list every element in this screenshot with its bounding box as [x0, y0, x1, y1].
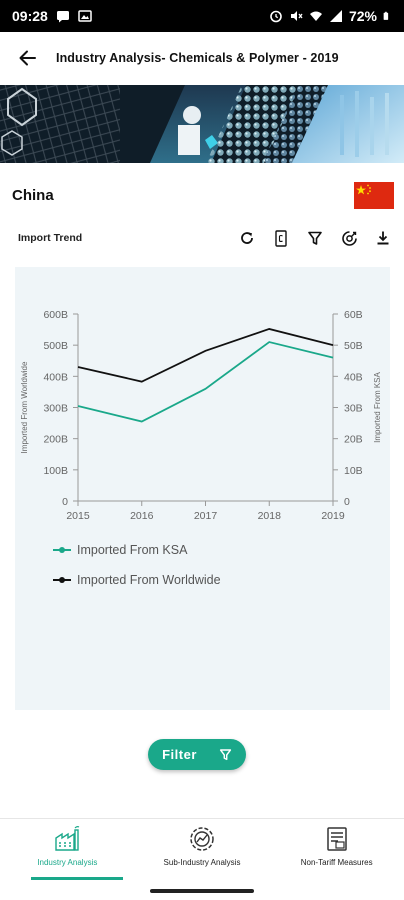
active-tab-indicator	[31, 877, 123, 880]
left-tick-label: 300B	[43, 403, 68, 415]
factory-icon	[55, 826, 80, 851]
left-axis-title: Imported From Worldwide	[20, 361, 29, 453]
refresh-icon	[241, 232, 253, 244]
filter-button-label: Filter	[162, 747, 197, 762]
download-button[interactable]	[374, 229, 392, 247]
left-tick-label: 500B	[43, 340, 68, 352]
document-icon	[275, 229, 287, 247]
app-header: Industry Analysis- Chemicals & Polymer -…	[0, 32, 404, 84]
series-line-1	[77, 328, 334, 383]
import-trend-chart: 0 100B 200B 300B 400B 500B 600B 0 10B 20B 30B 40B 50…	[15, 267, 390, 710]
x-tick-label: 2019	[321, 510, 345, 522]
status-bar: 09:28 72%	[0, 0, 404, 32]
country-name: China	[12, 186, 54, 204]
chart-toolbar: Import Trend	[18, 226, 392, 250]
back-arrow-icon	[19, 50, 36, 66]
back-button[interactable]	[0, 32, 56, 84]
document-button[interactable]	[272, 229, 290, 247]
alarm-icon	[270, 10, 282, 23]
filter-tool-button[interactable]	[306, 229, 324, 247]
series-line-0	[77, 341, 334, 423]
measures-report-icon	[326, 827, 347, 851]
message-icon	[56, 11, 69, 23]
signal-icon	[329, 10, 342, 22]
refresh-button[interactable]	[238, 229, 256, 247]
legend-item[interactable]: Imported From KSA	[53, 535, 221, 565]
analysis-icon	[341, 230, 357, 246]
battery-icon	[383, 11, 389, 20]
chart-section-title: Import Trend	[18, 232, 83, 244]
download-icon	[377, 231, 389, 245]
legend-marker	[53, 545, 71, 555]
gallery-icon	[78, 10, 92, 22]
bottom-navigation: Industry Analysis Sub-Industry Analysis …	[0, 818, 404, 882]
x-tick-label: 2015	[66, 510, 90, 522]
legend-item[interactable]: Imported From Worldwide	[53, 565, 221, 595]
filter-icon	[308, 231, 322, 245]
nav-label: Sub-Industry Analysis	[163, 858, 241, 867]
nav-item-industry-analysis[interactable]: Industry Analysis	[0, 819, 135, 882]
nav-item-sub-industry-analysis[interactable]: Sub-Industry Analysis	[135, 819, 270, 882]
gear-chart-icon	[190, 827, 214, 851]
status-time: 09:28	[12, 8, 48, 24]
page-title: Industry Analysis- Chemicals & Polymer -…	[56, 51, 339, 65]
left-tick-label: 600B	[43, 309, 68, 321]
left-tick-label: 400B	[43, 371, 68, 383]
right-tick-label: 40B	[344, 371, 363, 383]
industry-banner-image	[0, 85, 404, 163]
nav-label: Non-Tariff Measures	[300, 858, 373, 867]
battery-percent: 72%	[348, 8, 377, 24]
x-tick-label: 2018	[258, 510, 282, 522]
country-row: China	[12, 178, 394, 212]
right-tick-label: 30B	[344, 403, 363, 415]
x-tick-label: 2016	[130, 510, 154, 522]
left-tick-label: 200B	[43, 434, 68, 446]
filter-button[interactable]: Filter	[148, 739, 246, 770]
left-tick-label: 100B	[43, 465, 68, 477]
nav-item-non-tariff-measures[interactable]: Non-Tariff Measures	[269, 819, 404, 882]
right-tick-label: 10B	[344, 465, 363, 477]
legend-marker	[53, 575, 71, 585]
right-tick-label: 20B	[344, 434, 363, 446]
right-tick-label: 60B	[344, 309, 363, 321]
analysis-button[interactable]	[340, 229, 358, 247]
x-tick-label: 2017	[194, 510, 218, 522]
right-axis-title: Imported From KSA	[373, 371, 382, 442]
mute-icon	[290, 11, 303, 21]
right-tick-label: 0	[344, 496, 350, 508]
right-tick-label: 50B	[344, 340, 363, 352]
line-chart: 0 100B 200B 300B 400B 500B 600B 0 10B 20B 30B 40B 50…	[20, 309, 382, 522]
home-indicator[interactable]	[150, 889, 254, 893]
filter-funnel-icon	[219, 749, 231, 761]
nav-label: Industry Analysis	[37, 858, 98, 867]
chart-legend: Imported From KSA Imported From Worldwide	[53, 535, 221, 595]
legend-label: Imported From KSA	[77, 543, 188, 557]
wifi-icon	[309, 11, 322, 21]
left-tick-label: 0	[62, 496, 68, 508]
china-flag-icon	[354, 181, 394, 209]
legend-label: Imported From Worldwide	[77, 573, 221, 587]
